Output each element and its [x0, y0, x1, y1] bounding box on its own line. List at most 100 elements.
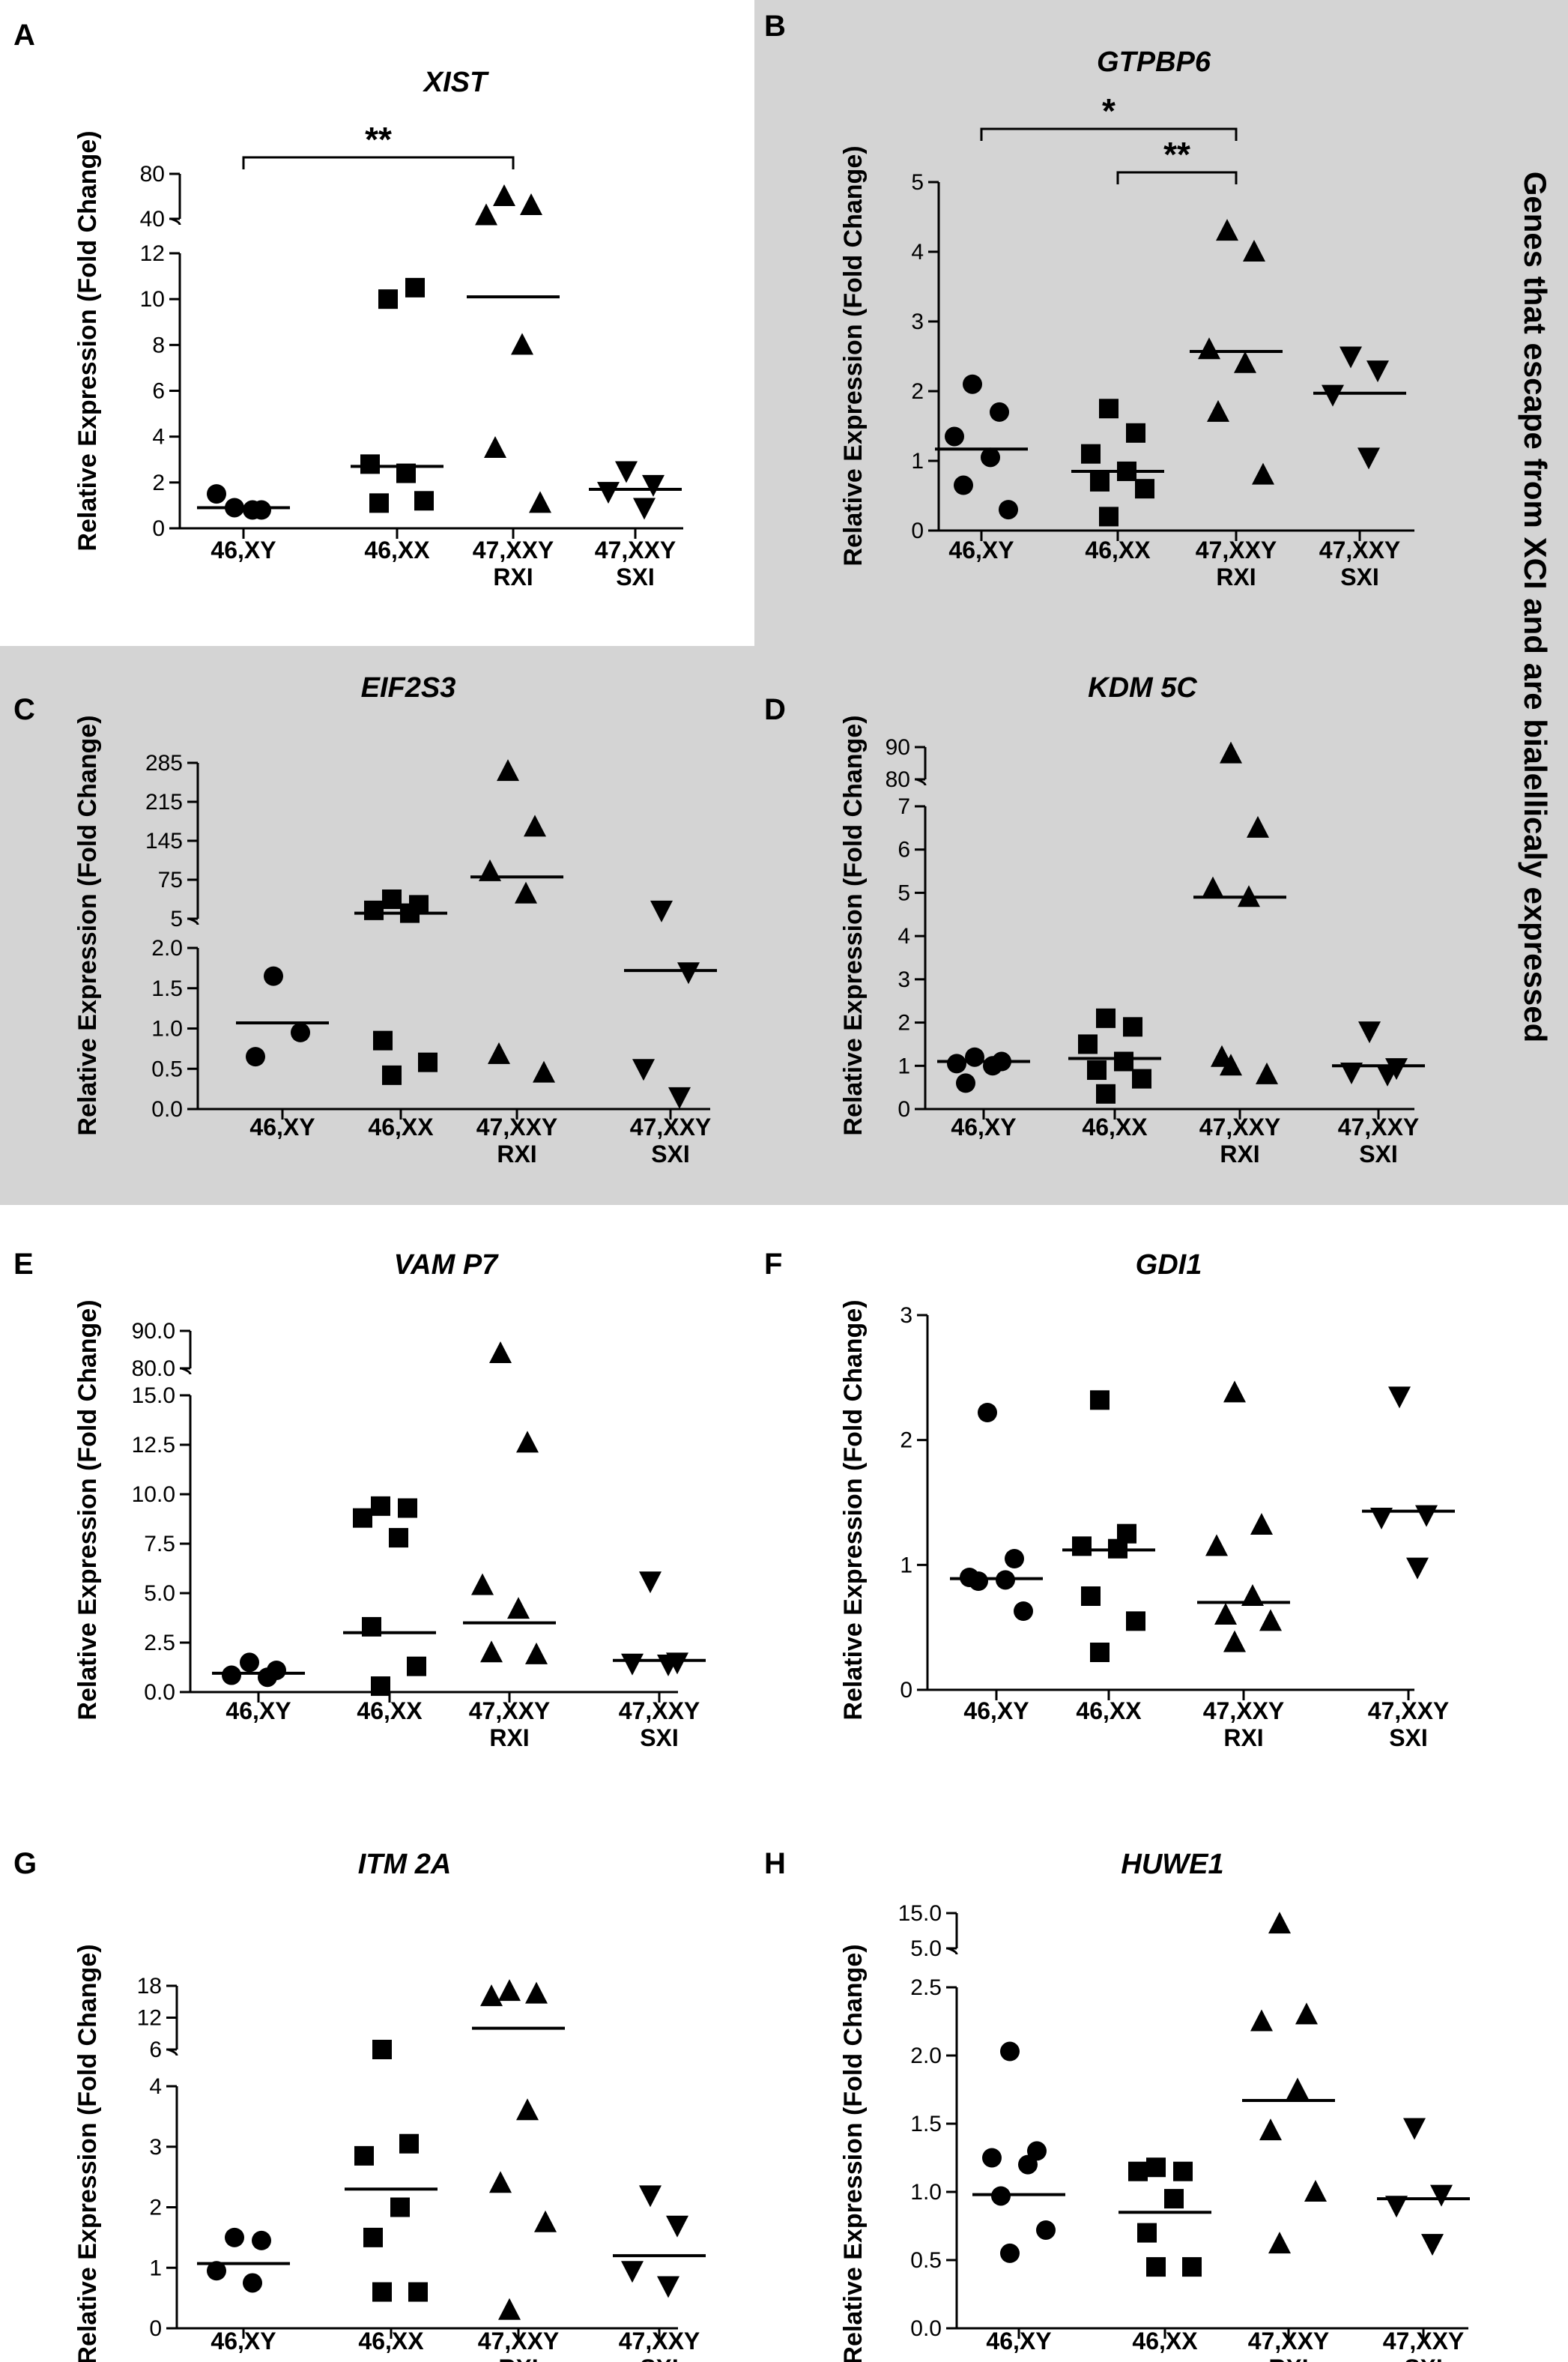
panel-a-data-point [369, 493, 389, 513]
panel-f-data-point [1415, 1505, 1438, 1527]
panel-a-category-label: RXI [493, 564, 533, 590]
panel-h-data-point [982, 2148, 1002, 2168]
panel-b-data-point [1099, 507, 1119, 527]
panel-f-data-point [1005, 1549, 1024, 1568]
panel-e-y-tick-label: 12.5 [132, 1433, 175, 1458]
panel-e-y-tick-label: 10.0 [132, 1482, 175, 1507]
panel-d-data-point [956, 1073, 975, 1093]
panel-b-y-axis-label: Relative Expression (Fold Change) [839, 145, 868, 566]
panel-a-y-tick-label: 40 [140, 207, 165, 232]
panel-g-y-tick-label: 18 [137, 1974, 162, 1999]
panel-a-data-point [243, 500, 262, 520]
panel-d-data-point [965, 1047, 984, 1067]
panel-d: D KDM 5C Relative Expression (Fold Change)… [764, 672, 1425, 1168]
panel-e-data-point [371, 1676, 390, 1697]
panel-f-y-axis-label: Relative Expression (Fold Change) [839, 1299, 868, 1720]
panel-b-data-point [1252, 462, 1274, 485]
panel-f-data-point [1250, 1513, 1273, 1535]
panel-g-data-point [525, 1981, 548, 2004]
panel-b-significance-label: * [1102, 91, 1116, 130]
panel-h-data-point [1164, 2189, 1184, 2209]
panel-c-y-tick-label: 75 [158, 868, 183, 892]
panel-h-data-point [1268, 2232, 1291, 2254]
panel-c-title: EIF2S3 [361, 672, 456, 704]
panel-g-data-point [534, 2210, 557, 2232]
panel-b-data-point [1207, 399, 1229, 422]
panel-f-data-point [1259, 1609, 1282, 1631]
panel-g-data-point [657, 2276, 679, 2298]
panel-e-data-point [353, 1508, 372, 1528]
panel-h-data-point [1018, 2154, 1038, 2175]
panel-e-title: VAM P7 [394, 1249, 500, 1281]
panel-f-category-label: 47,XXY [1203, 1697, 1285, 1724]
panel-b-data-point [1090, 471, 1110, 492]
panel-a-data-point [520, 193, 542, 215]
panel-e-data-point [398, 1498, 417, 1518]
panel-f-data-point [1090, 1390, 1110, 1410]
panel-b-data-point [1216, 219, 1238, 241]
panel-f-data-point [1072, 1536, 1092, 1556]
panel-c-y-tick-label: 0.0 [151, 1097, 183, 1122]
panel-b-data-point [999, 500, 1018, 520]
panel-h-data-point [1304, 2180, 1327, 2202]
panel-b-y-tick-label: 0 [911, 519, 924, 543]
panel-a-y-tick-label: 6 [152, 379, 165, 404]
panel-d-data-point [1256, 1062, 1278, 1084]
panel-h-y-tick-label: 1.5 [910, 2112, 942, 2136]
panel-b-data-point [1243, 240, 1265, 262]
panel-h-data-point [1000, 2243, 1020, 2263]
panel-f-category-label: 46,XY [963, 1697, 1029, 1724]
panel-d-y-tick-label: 80 [886, 767, 910, 792]
panel-g-data-point [516, 2098, 539, 2121]
panel-b-data-point [1135, 479, 1154, 499]
panel-d-y-tick-label: 7 [897, 794, 910, 819]
panel-a-data-point [529, 491, 551, 513]
panel-b-data-point [963, 374, 982, 394]
panel-d-category-label: 46,XX [1082, 1114, 1148, 1141]
panel-f-category-label: 47,XXY [1368, 1697, 1450, 1724]
panel-d-data-point [1358, 1021, 1381, 1044]
panel-b-category-label: SXI [1340, 564, 1379, 590]
panel-c-data-point [488, 1042, 510, 1064]
panel-g-y-tick-label: 4 [149, 2074, 162, 2099]
panel-g-data-point [498, 1979, 521, 2002]
panel-c-data-point [264, 966, 283, 986]
panel-h-category-label: RXI [1268, 2355, 1308, 2362]
panel-a-category-label: 46,XX [364, 537, 430, 564]
panel-c-data-point [533, 1060, 555, 1083]
panel-h-data-point [1403, 2118, 1426, 2140]
panel-b-y-tick-label: 2 [911, 379, 924, 404]
panel-c-data-point [373, 1030, 393, 1051]
panel-d-y-tick-label: 3 [897, 967, 910, 992]
panel-e-letter: E [13, 1248, 34, 1281]
panel-c-y-tick-label: 1.5 [151, 976, 183, 1001]
panel-g-y-tick-label: 6 [149, 2038, 162, 2062]
panel-f-data-point [1370, 1508, 1393, 1529]
panel-d-category-label: RXI [1220, 1141, 1259, 1168]
panel-d-data-point [1376, 1064, 1399, 1087]
panel-d-data-point [1096, 1008, 1116, 1028]
panel-h-y-tick-label: 1.0 [910, 2180, 942, 2205]
panel-f-data-point [1223, 1380, 1246, 1403]
panel-c-y-tick-label: 145 [145, 829, 183, 854]
panel-h-data-point [1295, 2002, 1318, 2025]
panel-d-category-label: SXI [1359, 1141, 1398, 1168]
panel-c-y-tick-label: 0.5 [151, 1057, 183, 1081]
panel-h-data-point [1259, 2118, 1282, 2141]
panel-e-data-point [516, 1431, 539, 1453]
panel-d-y-tick-label: 1 [897, 1054, 910, 1078]
panel-g-data-point [408, 2282, 428, 2302]
panel-h-data-point [1036, 2220, 1056, 2240]
panel-f-category-label: SXI [1389, 1724, 1428, 1751]
panel-b-significance-label: ** [1163, 135, 1190, 174]
panel-h-data-point [1430, 2184, 1453, 2207]
panel-e-data-point [525, 1642, 548, 1664]
panel-b-data-point [981, 447, 1000, 468]
panel-b-category-label: 47,XXY [1196, 537, 1277, 564]
panel-d-data-point [1220, 1054, 1242, 1076]
panel-a-y-tick-label: 80 [140, 162, 165, 187]
panel-h-data-point [1385, 2196, 1408, 2218]
panel-c: C EIF2S3 Relative Expression (Fold Change)… [13, 672, 717, 1168]
panel-a-data-point [597, 482, 620, 504]
panel-e-data-point [407, 1656, 426, 1676]
